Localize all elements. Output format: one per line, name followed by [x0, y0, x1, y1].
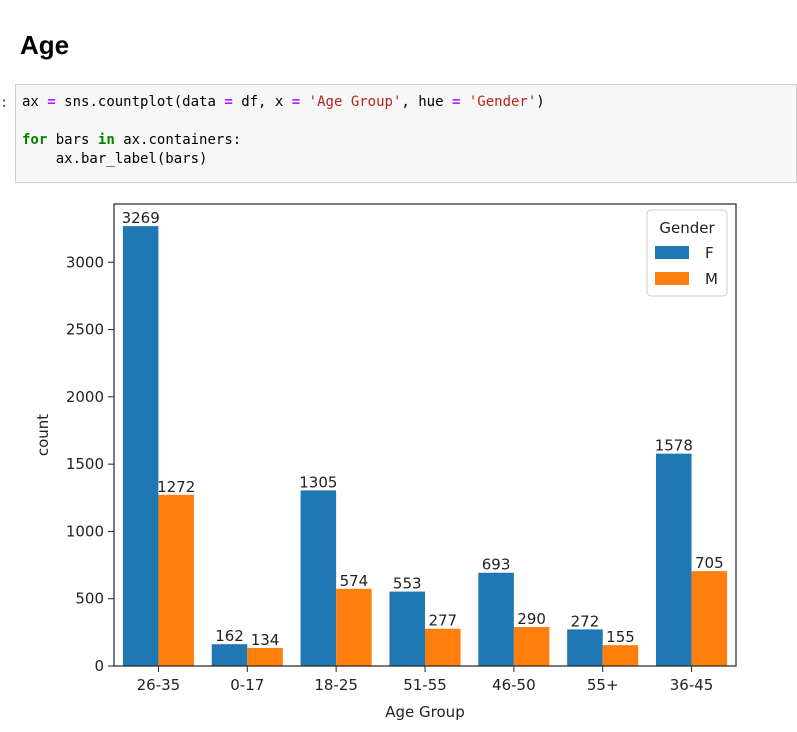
legend-title: Gender: [659, 219, 715, 237]
bar-M-0-17: [247, 647, 283, 666]
y-tick-label: 1000: [66, 522, 104, 540]
y-tick-label: 500: [75, 590, 104, 608]
bar-F-36-45: [656, 453, 692, 666]
y-tick-label: 3000: [66, 253, 104, 271]
bar-M-18-25: [336, 588, 372, 666]
x-tick-label: 0-17: [230, 676, 264, 694]
bar-M-36-45: [691, 571, 728, 666]
code-token: df, x: [241, 94, 284, 110]
code-token: ax.containers:: [123, 132, 242, 148]
bar-value-label: 134: [251, 631, 280, 649]
x-tick-label: 26-35: [137, 676, 181, 694]
y-tick-label: 2500: [66, 321, 104, 339]
section-heading: Age: [20, 30, 70, 60]
countplot-chart: 3269 162 1305 553 693 272 1578 1272 134 574 277 290…: [34, 203, 737, 721]
code-operator: =: [291, 94, 301, 110]
x-tick-label: 18-25: [314, 676, 358, 694]
code-token: sns.countplot(data: [64, 94, 216, 110]
code-operator: =: [451, 94, 461, 110]
legend-swatch-F: [655, 246, 689, 259]
legend-label-M: M: [705, 270, 718, 288]
bar-F-55+: [567, 629, 603, 666]
y-axis-label: count: [34, 414, 52, 456]
code-token: , hue: [401, 94, 444, 110]
y-tick-label: 2000: [66, 388, 104, 406]
bar-value-label: 574: [340, 572, 369, 590]
x-tick-label: 36-45: [670, 676, 714, 694]
bar-value-label: 1578: [655, 437, 693, 455]
bar-M-51-55: [425, 628, 461, 666]
bar-value-label: 705: [695, 554, 724, 572]
bar-value-label: 3269: [122, 209, 160, 227]
bar-value-label: 693: [482, 556, 511, 574]
bar-M-26-35: [158, 494, 194, 666]
bar-value-label: 155: [606, 628, 635, 646]
code-operator: =: [47, 94, 56, 110]
bar-value-label: 277: [428, 612, 457, 630]
x-axis-label: Age Group: [385, 703, 464, 721]
bar-F-0-17: [211, 644, 248, 666]
bar-M-55+: [602, 645, 639, 666]
code-text: ax = sns.countplot(data = df, x = 'Age G…: [16, 85, 796, 169]
x-tick-label: 55+: [587, 676, 619, 694]
bar-value-label: 272: [571, 612, 600, 630]
bar-F-46-50: [478, 572, 514, 666]
y-tick-label: 0: [94, 657, 104, 675]
cell-prompt: :: [0, 95, 9, 111]
bar-value-label: 1305: [299, 473, 337, 491]
x-tick-label: 46-50: [492, 676, 536, 694]
code-keyword: in: [97, 132, 115, 148]
code-cell[interactable]: ax = sns.countplot(data = df, x = 'Age G…: [15, 84, 797, 183]
bar-M-46-50: [513, 626, 550, 666]
code-token: ): [536, 94, 545, 110]
code-operator: =: [224, 94, 233, 110]
bar-value-label: 162: [215, 627, 244, 645]
bar-value-label: 553: [393, 575, 422, 593]
bar-F-18-25: [300, 490, 337, 666]
code-token: bars: [55, 132, 90, 148]
bar-F-26-35: [122, 226, 159, 666]
bar-value-label: 290: [517, 610, 546, 628]
legend-label-F: F: [705, 244, 714, 262]
y-tick-label: 1500: [66, 455, 104, 473]
code-string: 'Gender': [468, 94, 537, 110]
bar-value-label: 1272: [157, 478, 195, 496]
legend-swatch-M: [655, 272, 689, 285]
code-string: 'Age Group': [308, 94, 402, 110]
code-keyword: for: [22, 132, 48, 148]
code-token: ax: [22, 94, 39, 110]
code-token: ax.bar_label(bars): [55, 151, 208, 167]
x-tick-label: 51-55: [403, 676, 447, 694]
bar-F-51-55: [389, 591, 425, 666]
